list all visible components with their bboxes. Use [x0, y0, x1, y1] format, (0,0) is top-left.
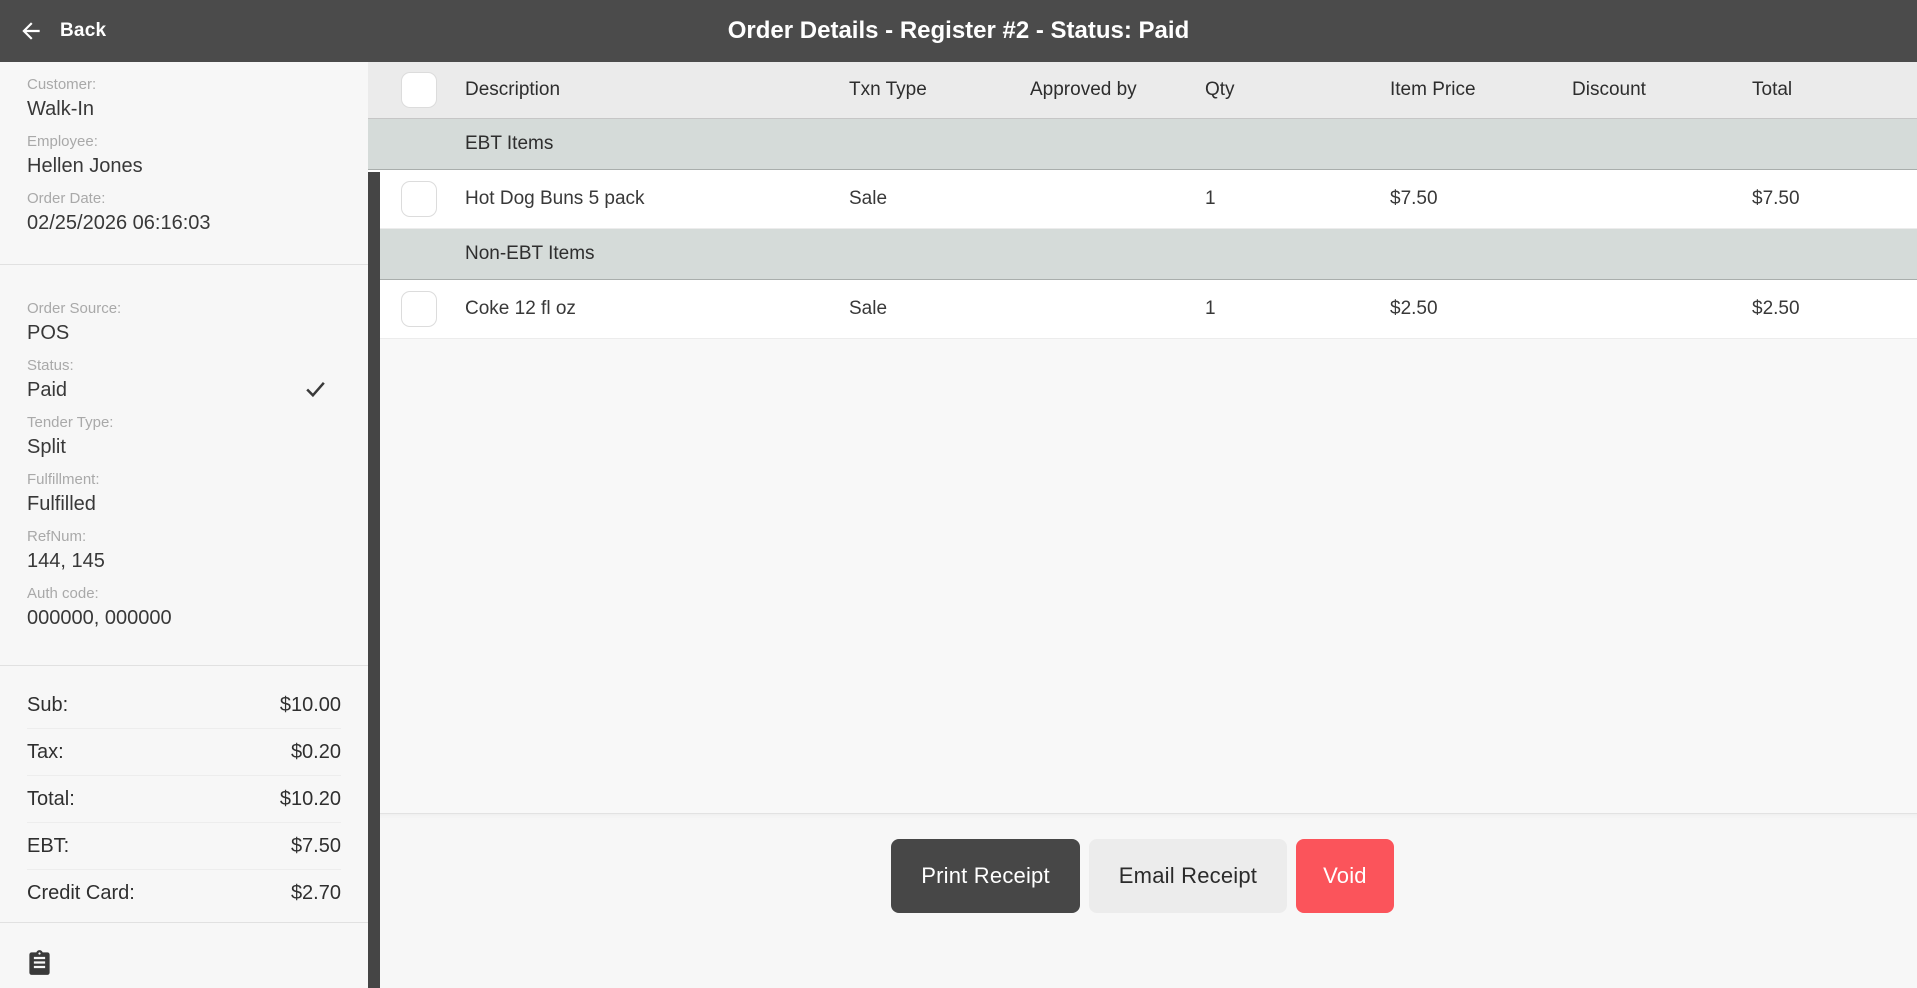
sidebar-divider [0, 665, 368, 666]
section-ebt-items: EBT Items [368, 119, 1917, 170]
refnum-label: RefNum: [27, 528, 87, 545]
refnum-value: 144, 145 [27, 550, 105, 572]
tax-value: $0.20 [290, 741, 341, 763]
order-source-field: Order Source: POS [27, 299, 341, 345]
row-checkbox[interactable] [401, 181, 437, 217]
email-receipt-button[interactable]: Email Receipt [1088, 839, 1288, 913]
fulfillment-value: Fulfilled [27, 493, 96, 515]
cell-total: $2.50 [1752, 298, 1800, 319]
employee-label: Employee: [27, 133, 98, 150]
total-label: Total: [27, 788, 75, 810]
cell-item-price: $7.50 [1390, 188, 1438, 209]
row-checkbox[interactable] [401, 291, 437, 327]
section-non-ebt-items: Non-EBT Items [368, 229, 1917, 280]
fulfillment-label: Fulfillment: [27, 471, 100, 488]
subtotal-row: Sub: $10.00 [27, 682, 341, 728]
ebt-label: EBT: [27, 835, 70, 857]
col-total: Total [1752, 79, 1793, 100]
select-all-checkbox[interactable] [401, 72, 437, 108]
action-bar: Print Receipt Email Receipt Void [368, 813, 1917, 988]
order-info-group-middle: Order Source: POS Status: Paid Tender Ty… [0, 265, 368, 665]
section-title: EBT Items [465, 133, 554, 154]
order-info-group-top: Customer: Walk-In Employee: Hellen Jones… [0, 62, 368, 264]
customer-value: Walk-In [27, 98, 95, 120]
order-source-label: Order Source: [27, 300, 122, 317]
credit-card-value: $2.70 [290, 882, 341, 904]
total-row: Total: $10.20 [27, 775, 341, 822]
col-item-price: Item Price [1390, 79, 1476, 100]
paid-check-icon [303, 376, 328, 401]
fulfillment-field: Fulfillment: Fulfilled [27, 470, 341, 516]
back-button[interactable]: Back [18, 18, 106, 44]
credit-card-row: Credit Card: $2.70 [27, 869, 341, 916]
order-totals: Sub: $10.00 Tax: $0.20 Total: $10.20 EBT… [0, 666, 368, 922]
void-button[interactable]: Void [1296, 839, 1394, 913]
cell-txn-type: Sale [849, 298, 888, 319]
table-row[interactable]: Hot Dog Buns 5 pack Sale 1 $7.50 $7.50 [368, 170, 1917, 229]
tender-type-value: Split [27, 436, 66, 458]
order-date-field: Order Date: 02/25/2026 06:16:03 [27, 189, 341, 235]
clipboard-icon[interactable] [26, 949, 56, 979]
subtotal-label: Sub: [27, 694, 69, 716]
refnum-field: RefNum: 144, 145 [27, 527, 341, 573]
section-title: Non-EBT Items [465, 243, 595, 264]
auth-code-field: Auth code: 000000, 000000 [27, 584, 341, 630]
order-info-sidebar: Customer: Walk-In Employee: Hellen Jones… [0, 62, 368, 988]
sidebar-divider [0, 264, 368, 265]
ebt-value: $7.50 [290, 835, 341, 857]
cell-description: Hot Dog Buns 5 pack [465, 188, 645, 209]
order-source-value: POS [27, 322, 70, 344]
order-date-value: 02/25/2026 06:16:03 [27, 212, 211, 234]
auth-code-label: Auth code: [27, 585, 99, 602]
status-field: Status: Paid [27, 356, 341, 402]
sidebar-divider [0, 922, 368, 923]
col-approved-by: Approved by [1030, 79, 1137, 100]
customer-label: Customer: [27, 76, 97, 93]
table-row[interactable]: Coke 12 fl oz Sale 1 $2.50 $2.50 [368, 280, 1917, 339]
scrollbar-thumb[interactable] [368, 172, 380, 988]
back-label: Back [60, 20, 107, 41]
back-arrow-icon [18, 18, 44, 44]
cell-description: Coke 12 fl oz [465, 298, 576, 319]
col-description: Description [465, 79, 561, 100]
topbar: Back Order Details - Register #2 - Statu… [0, 0, 1917, 62]
credit-card-label: Credit Card: [27, 882, 135, 904]
tender-type-field: Tender Type: Split [27, 413, 341, 459]
tender-type-label: Tender Type: [27, 414, 114, 431]
sidebar-scrollbar[interactable] [368, 62, 380, 988]
cell-item-price: $2.50 [1390, 298, 1438, 319]
customer-field: Customer: Walk-In [27, 75, 341, 121]
tax-label: Tax: [27, 741, 64, 763]
status-label: Status: [27, 357, 74, 374]
sidebar-footer [0, 923, 368, 988]
employee-field: Employee: Hellen Jones [27, 132, 341, 178]
order-date-label: Order Date: [27, 190, 106, 207]
col-txn-type: Txn Type [849, 79, 927, 100]
table-empty-area [368, 339, 1917, 813]
total-value: $10.20 [279, 788, 341, 810]
employee-value: Hellen Jones [27, 155, 143, 177]
cell-qty: 1 [1205, 188, 1216, 209]
status-value: Paid [27, 379, 68, 401]
page-title: Order Details - Register #2 - Status: Pa… [727, 17, 1190, 44]
tax-row: Tax: $0.20 [27, 728, 341, 775]
col-discount: Discount [1572, 79, 1646, 100]
cell-qty: 1 [1205, 298, 1216, 319]
subtotal-value: $10.00 [279, 694, 341, 716]
auth-code-value: 000000, 000000 [27, 607, 172, 629]
col-qty: Qty [1205, 79, 1235, 100]
cell-total: $7.50 [1752, 188, 1800, 209]
cell-txn-type: Sale [849, 188, 888, 209]
order-items-panel: Description Txn Type Approved by Qty Ite… [368, 62, 1917, 988]
table-header-row: Description Txn Type Approved by Qty Ite… [368, 62, 1917, 119]
print-receipt-button[interactable]: Print Receipt [891, 839, 1080, 913]
ebt-row: EBT: $7.50 [27, 822, 341, 869]
